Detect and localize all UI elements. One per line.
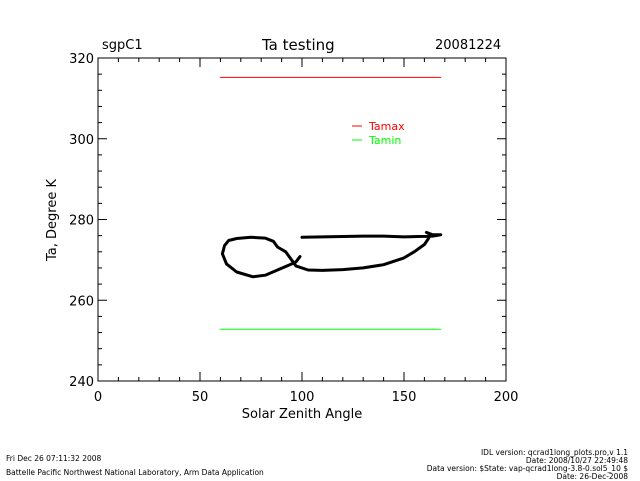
x-tick-label: 50	[192, 390, 209, 405]
plot-frame	[97, 57, 507, 382]
organization-credit: Battelle Pacific Northwest National Labo…	[6, 468, 264, 477]
data-version: Data version: $State: vap-qcrad1long-3.8…	[426, 464, 628, 473]
y-tick-label: 320	[69, 52, 94, 67]
series-ta-trace-line	[220, 230, 443, 279]
y-tick-label: 280	[69, 214, 94, 229]
x-tick-label: 100	[290, 390, 315, 405]
y-axis-label: Ta, Degree K	[45, 179, 60, 262]
idl-version: IDL version: qcrad1long_plots.pro,v 1.1	[480, 448, 628, 457]
x-tick-label: 0	[94, 390, 102, 405]
run-timestamp: Fri Dec 26 07:11:32 2008	[6, 454, 102, 463]
date-label: 20081224	[435, 38, 502, 53]
y-tick-label: 300	[69, 133, 94, 148]
site-label: sgpC1	[102, 38, 143, 53]
x-tick-label: 150	[392, 390, 417, 405]
chart-title: Ta testing	[262, 36, 335, 54]
data-date: Date: 26-Dec-2008	[556, 472, 628, 481]
y-tick-label: 240	[69, 375, 94, 390]
legend-tamax-label: Tamax	[368, 120, 405, 133]
x-tick-label: 200	[494, 390, 519, 405]
x-axis-label: Solar Zenith Angle	[242, 407, 362, 422]
legend-tamin-label: Tamin	[368, 134, 401, 147]
y-tick-label: 260	[69, 294, 94, 309]
idl-date: Date: 2008/10/27 22:49:48	[525, 456, 628, 465]
